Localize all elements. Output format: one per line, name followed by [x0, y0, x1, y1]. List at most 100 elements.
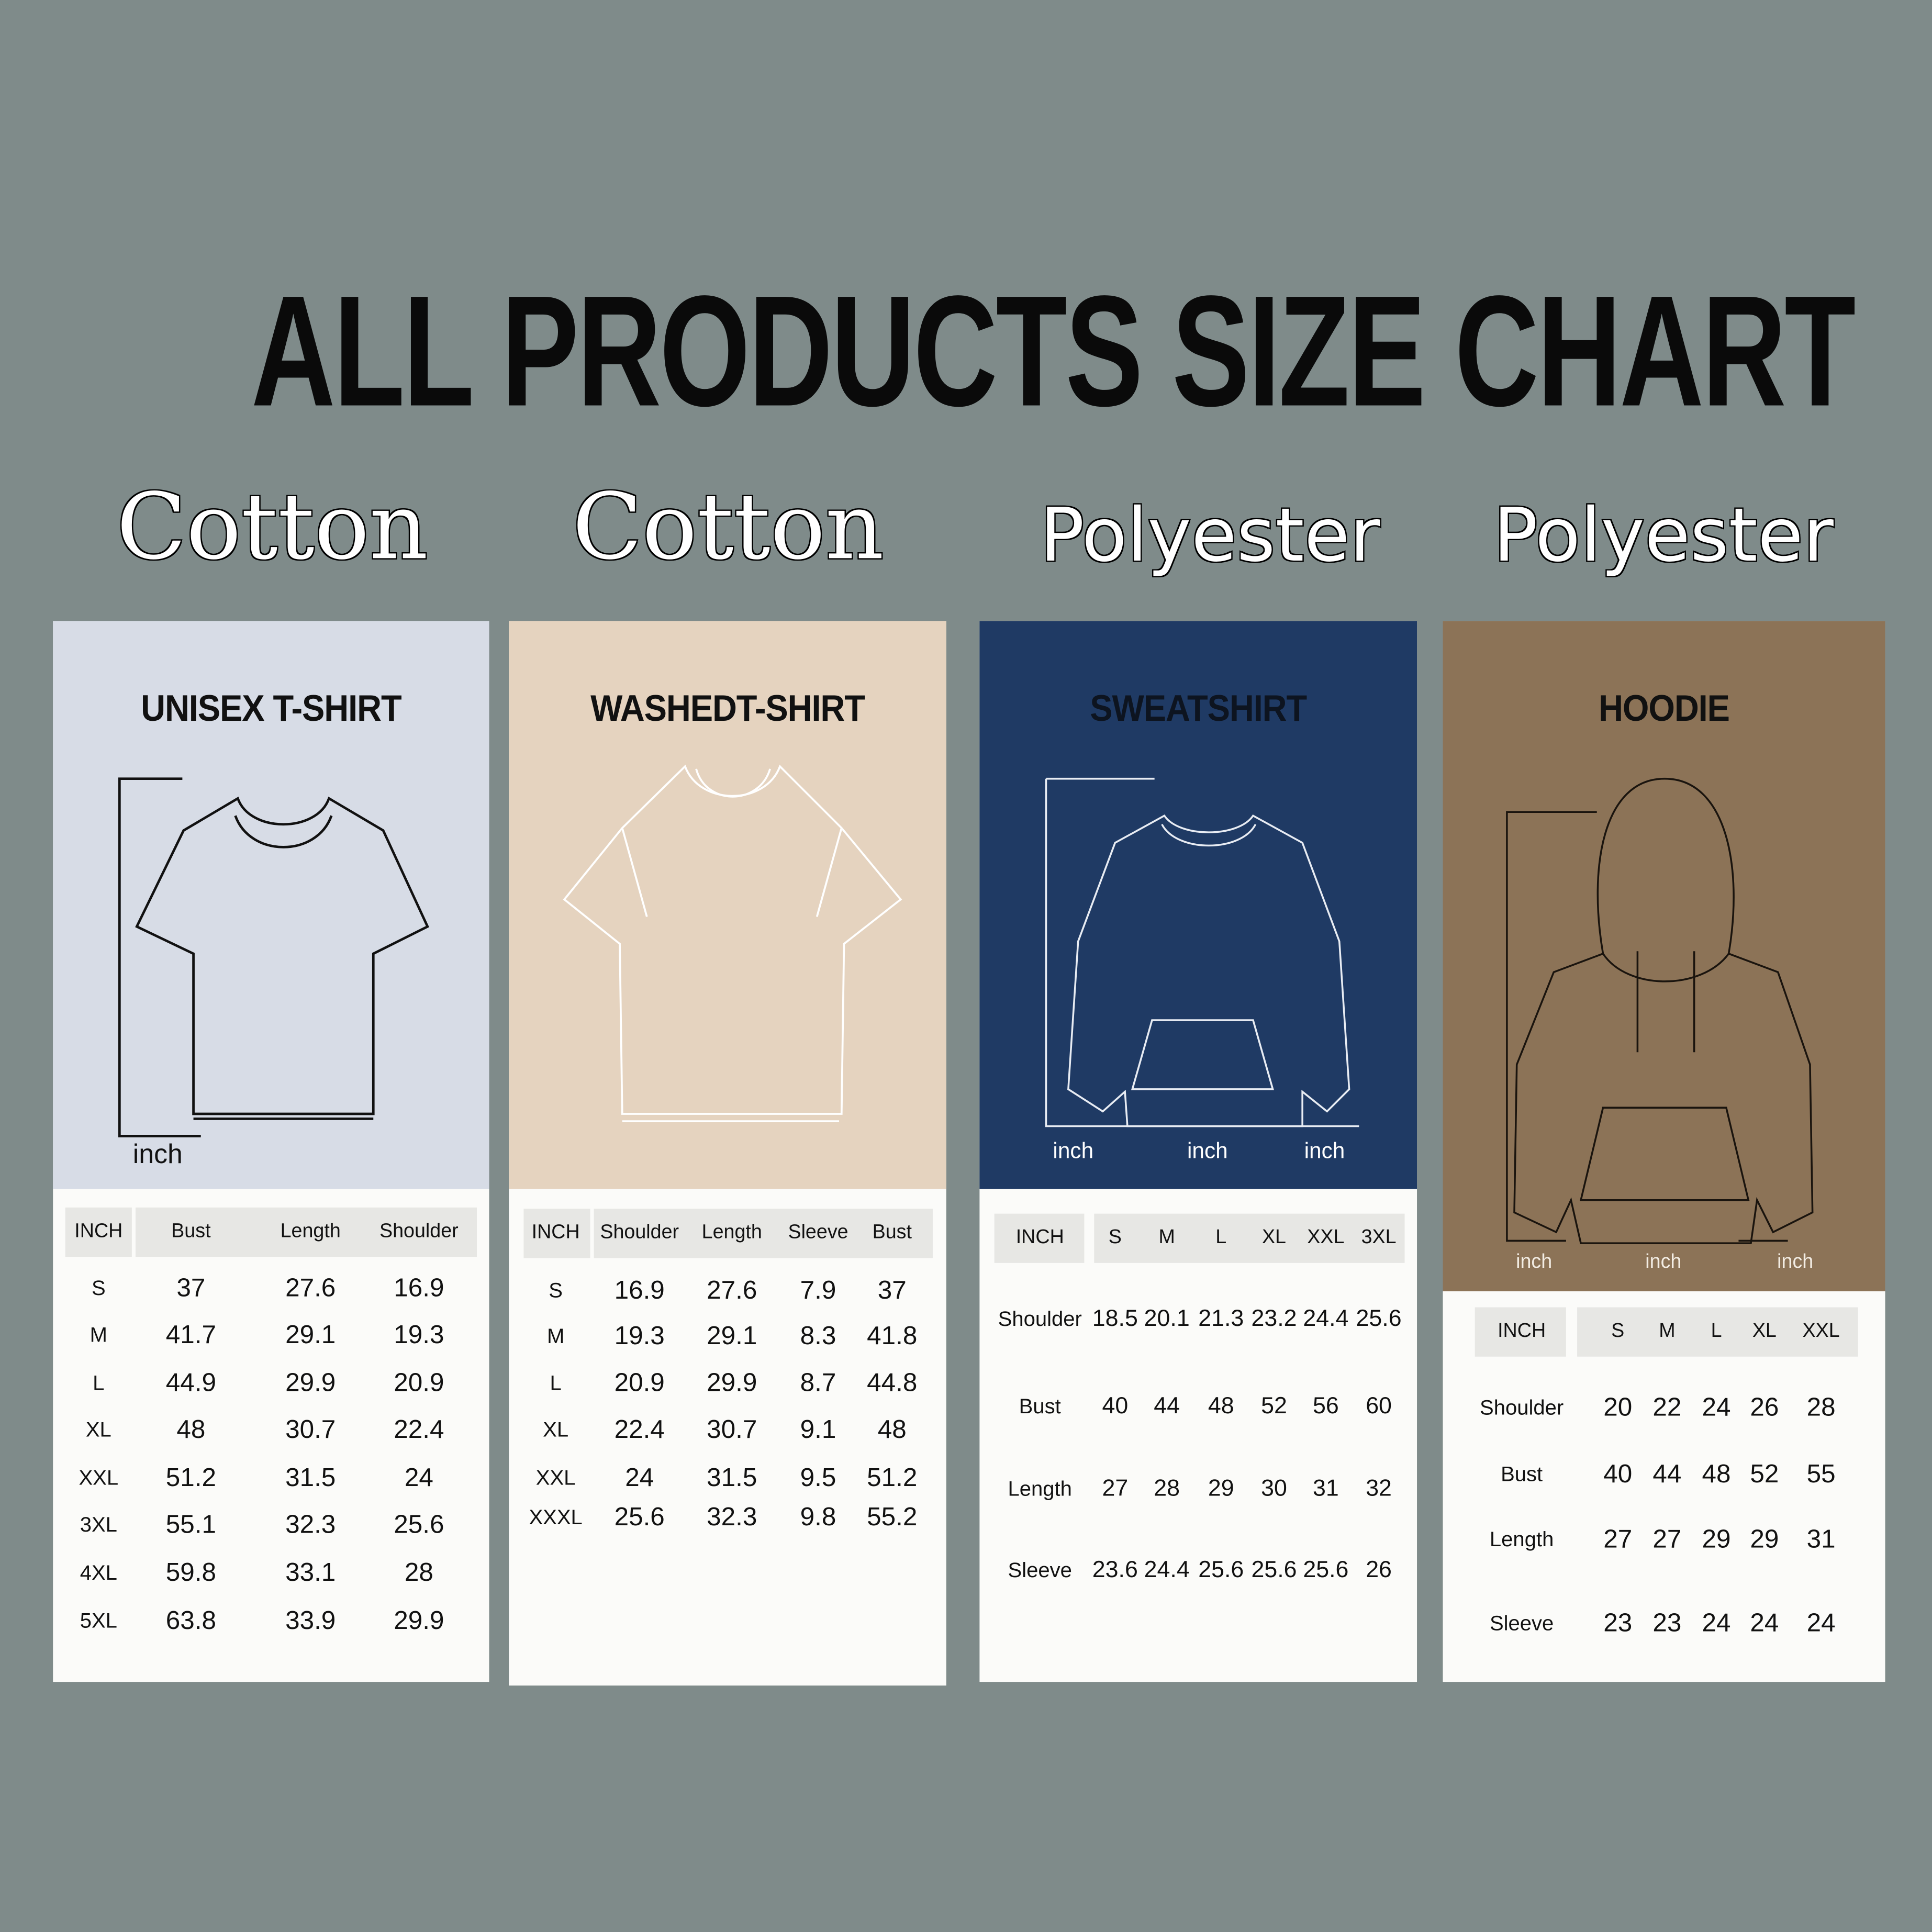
table-cell: 41.7 — [165, 1321, 216, 1349]
table-cell: 32.3 — [285, 1510, 336, 1539]
table-cell: 31 — [1312, 1476, 1339, 1502]
column-header: L — [1711, 1321, 1722, 1342]
header-cell-bg — [994, 1213, 1085, 1263]
table-cell: 24 — [1702, 1393, 1731, 1422]
table-cell: 29.9 — [285, 1369, 336, 1398]
unit-label: inch — [1053, 1138, 1094, 1164]
table-cell: 25.6 — [1356, 1306, 1402, 1332]
table-cell: 51.2 — [165, 1464, 216, 1492]
table-cell: 48 — [1702, 1460, 1731, 1489]
table-cell: 24 — [404, 1464, 433, 1492]
table-cell: 23.2 — [1251, 1306, 1297, 1332]
table-cell: 30 — [1261, 1476, 1287, 1502]
card-hoodie: HOODIE inch inch inch INCH S M L XL XXL Should… — [1443, 621, 1885, 1682]
column-header: 3XL — [1361, 1227, 1397, 1248]
page-title: ALL PRODUCTS SIZE CHART — [251, 263, 1856, 440]
row-label: XXXL — [529, 1505, 583, 1529]
t-shirt-outline-icon — [118, 777, 429, 1137]
oversized-t-shirt-outline-icon — [563, 764, 902, 1122]
unit-label: inch — [132, 1138, 183, 1169]
row-label: M — [90, 1323, 107, 1347]
table-cell: 26 — [1750, 1393, 1779, 1422]
column-header: Length — [280, 1221, 341, 1242]
table-cell: 41.8 — [867, 1322, 918, 1350]
table-cell: 52 — [1261, 1393, 1287, 1420]
table-cell: 9.5 — [800, 1464, 836, 1492]
table-cell: 24 — [625, 1464, 654, 1492]
table-cell: 22.4 — [394, 1415, 444, 1444]
product-title: WASHEDT-SHIRT — [590, 688, 865, 730]
table-cell: 29.1 — [285, 1321, 336, 1349]
table-cell: 29.9 — [707, 1369, 757, 1398]
table-cell: 51.2 — [867, 1464, 918, 1492]
table-cell: 60 — [1366, 1393, 1392, 1420]
table-cell: 24 — [1750, 1609, 1779, 1638]
column-header: M — [1158, 1227, 1175, 1248]
column-header: XXL — [1802, 1321, 1840, 1342]
row-label: Length — [1489, 1527, 1554, 1551]
table-cell: 30.7 — [707, 1415, 757, 1444]
column-header: S — [1108, 1227, 1122, 1248]
card-sweatshirt: SWEATSHIRT inch inch inch INCH S M L XL XXL 3X… — [979, 621, 1417, 1682]
column-header: Shoulder — [379, 1221, 459, 1242]
table-cell: 30.7 — [285, 1415, 336, 1444]
table-cell: 40 — [1603, 1460, 1633, 1489]
header-cell-bg — [523, 1209, 590, 1258]
table-cell: 25.6 — [1303, 1557, 1349, 1583]
table-cell: 37 — [176, 1274, 206, 1303]
hoodie-outline-icon — [1506, 777, 1814, 1244]
column-header: XL — [1261, 1227, 1287, 1248]
table-cell: 28 — [1806, 1393, 1836, 1422]
row-label: XL — [85, 1418, 111, 1442]
table-cell: 9.1 — [800, 1415, 836, 1444]
header-cell-bg — [594, 1209, 933, 1258]
table-cell: 16.9 — [614, 1276, 665, 1305]
table-cell: 20 — [1603, 1393, 1633, 1422]
table-cell: 24.4 — [1303, 1306, 1349, 1332]
table-cell: 31.5 — [285, 1464, 336, 1492]
table-cell: 37 — [877, 1276, 907, 1305]
row-label: Bust — [1501, 1462, 1543, 1486]
header-cell-bg — [65, 1207, 132, 1257]
table-cell: 27.6 — [285, 1274, 336, 1303]
table-cell: 32 — [1366, 1476, 1392, 1502]
column-header: Bust — [872, 1222, 912, 1244]
table-cell: 19.3 — [614, 1322, 665, 1350]
table-cell: 19.3 — [394, 1321, 444, 1349]
card-washed-tshirt: WASHEDT-SHIRT INCH Shoulder Length Sleeve Bu… — [509, 621, 946, 1686]
card-header-area: WASHEDT-SHIRT — [509, 621, 946, 1189]
row-label: Bust — [1019, 1394, 1061, 1419]
column-header: Shoulder — [600, 1222, 679, 1244]
table-cell: 16.9 — [394, 1274, 444, 1303]
card-header-area: SWEATSHIRT inch inch inch — [979, 621, 1417, 1189]
row-label: 3XL — [80, 1513, 117, 1537]
table-cell: 28 — [1154, 1476, 1180, 1502]
table-cell: 25.6 — [614, 1503, 665, 1532]
column-header: INCH — [531, 1222, 580, 1244]
column-header: S — [1611, 1321, 1625, 1342]
card-header-area: HOODIE inch inch inch — [1443, 621, 1885, 1291]
table-cell: 20.9 — [394, 1369, 444, 1398]
table-cell: 7.9 — [800, 1276, 836, 1305]
row-label: L — [93, 1371, 105, 1395]
header-cell-bg — [1475, 1307, 1566, 1357]
table-cell: 31.5 — [707, 1464, 757, 1492]
row-label: XXL — [79, 1466, 119, 1490]
column-header: Bust — [171, 1221, 211, 1242]
row-label: 5XL — [80, 1609, 117, 1633]
column-header: INCH — [1498, 1321, 1546, 1342]
header-cell-bg — [135, 1207, 477, 1257]
header-cell-bg — [1577, 1307, 1858, 1357]
table-cell: 63.8 — [165, 1606, 216, 1635]
table-cell: 18.5 — [1092, 1306, 1138, 1332]
table-cell: 44 — [1652, 1460, 1682, 1489]
table-cell: 55.2 — [867, 1503, 918, 1532]
row-label: Length — [1008, 1477, 1072, 1501]
table-cell: 24 — [1806, 1609, 1836, 1638]
table-cell: 21.3 — [1198, 1306, 1244, 1332]
table-cell: 24.4 — [1144, 1557, 1190, 1583]
row-label: M — [546, 1324, 565, 1348]
table-cell: 29 — [1750, 1525, 1779, 1554]
table-cell: 55 — [1806, 1460, 1836, 1489]
